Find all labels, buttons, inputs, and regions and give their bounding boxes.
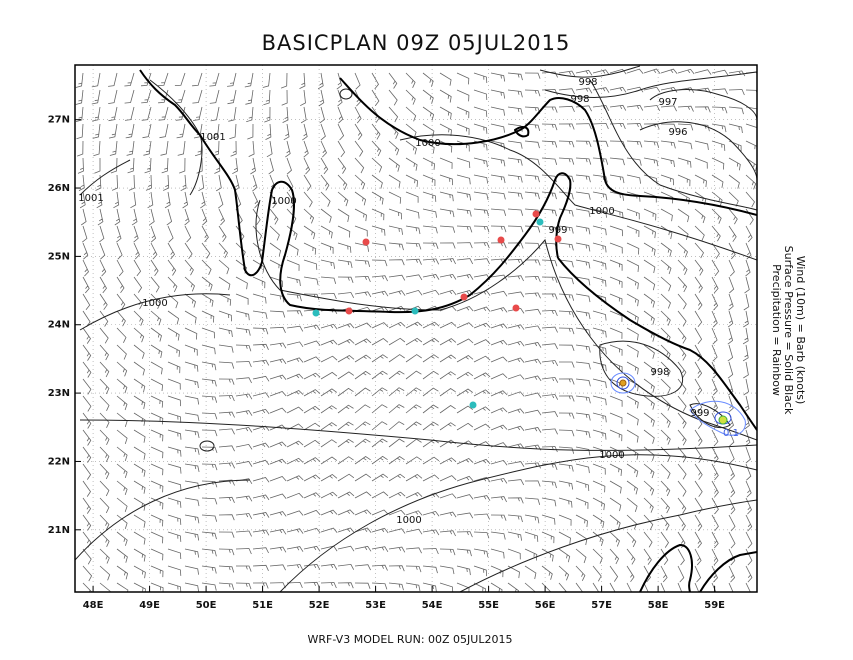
contour-label: 1001 [200,132,225,143]
y-tick-label: 27N [48,115,70,126]
x-tick-label: 59E [704,600,725,611]
y-tick-label: 21N [48,525,70,536]
x-tick-label: 53E [365,600,386,611]
contour-label: 1000 [589,206,614,217]
wind-barbs [75,68,757,592]
x-tick-label: 57E [591,600,612,611]
y-tick-label: 22N [48,456,70,467]
x-tick-label: 51E [252,600,273,611]
grid [75,65,757,592]
pressure-contours [75,65,757,592]
x-tick-label: 58E [648,600,669,611]
x-tick-label: 52E [309,600,330,611]
y-tick-label: 25N [48,251,70,262]
contour-label: 998 [578,77,597,88]
legend-line: Precipitation = Rainbow [770,264,783,396]
coastline [139,69,757,592]
x-tick-label: 55E [478,600,499,611]
frame [74,64,758,593]
y-tick-label: 24N [48,320,70,331]
y-tick-label: 23N [48,388,70,399]
title: BASICPLAN 09Z 05JUL2015 [262,31,571,55]
legend: Precipitation = Rainbow Surface Pressure… [770,246,807,415]
y-tick-label: 26N [48,183,70,194]
contour-label: 999 [548,225,567,236]
legend-line: Wind (10m) = Barb (knots) [794,256,807,405]
precipitation [610,372,746,436]
x-tick-label: 49E [139,600,160,611]
contour-labels: 998 998 997 996 1001 1000 1001 1000 1000… [78,77,709,526]
contour-label: 1000 [599,450,624,461]
x-tick-label: 48E [83,600,104,611]
contour-label: 1000 [415,138,440,149]
stations [312,210,562,409]
contour-label: 996 [668,127,687,138]
contour-label: 1000 [271,196,296,207]
x-tick-label: 54E [422,600,443,611]
legend-line: Surface Pressure = Solid Black [782,246,795,415]
contour-label: 998 [650,367,669,378]
axes: 48E 49E 50E 51E 52E 53E 54E 55E 56E 57E 58E 59E 21N 2… [48,115,725,611]
footer: WRF-V3 MODEL RUN: 00Z 05JUL2015 [308,633,513,646]
contour-label: 1000 [396,515,421,526]
contour-label: 1000 [142,298,167,309]
x-tick-label: 50E [196,600,217,611]
precip-label: 0.1 [723,428,739,439]
plot-area: 998 998 997 996 1001 1000 1001 1000 1000… [75,65,757,592]
contour-label: 998 [570,94,589,105]
contour-label: 1001 [78,193,103,204]
contour-label: 997 [658,97,677,108]
x-tick-label: 56E [535,600,556,611]
contour-label: 999 [690,408,709,419]
